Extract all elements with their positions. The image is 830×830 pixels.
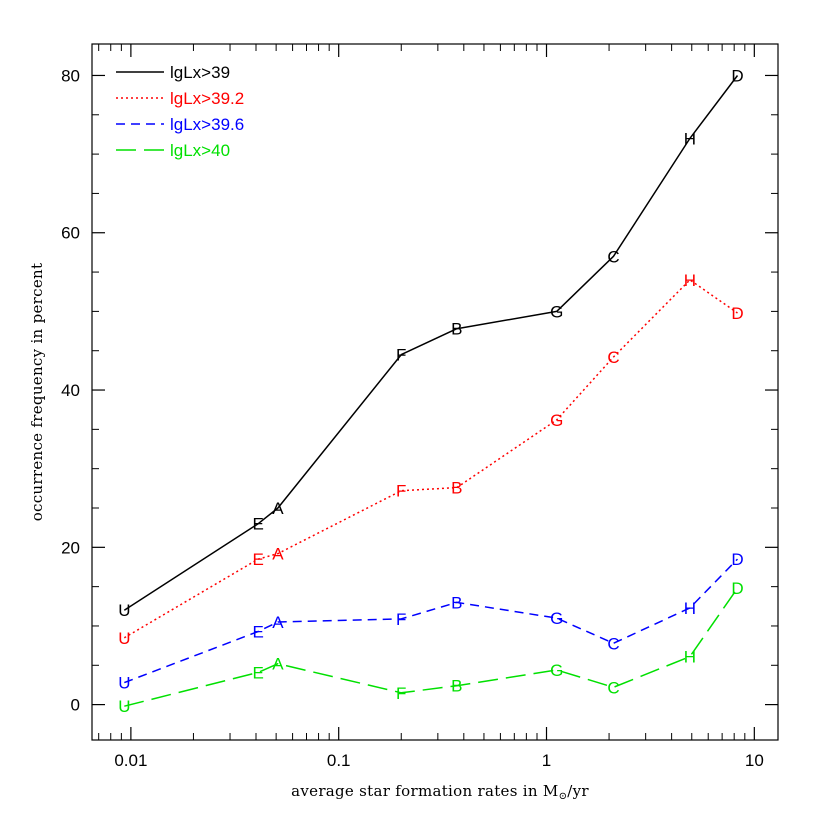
data-point-G: G: [550, 411, 563, 430]
data-point-G: G: [550, 661, 563, 680]
y-tick-label: 40: [61, 381, 80, 400]
data-point-U: U: [118, 697, 130, 716]
data-point-E: E: [253, 515, 264, 534]
data-point-B: B: [451, 593, 462, 612]
y-tick-label: 80: [61, 66, 80, 85]
plot-frame: [91, 43, 779, 741]
data-point-B: B: [451, 320, 462, 339]
series-line: [123, 279, 738, 639]
data-point-F: F: [396, 610, 406, 629]
data-point-H: H: [684, 271, 696, 290]
x-tick-label: 10: [745, 751, 764, 770]
x-axis-title-subscript: ⊙: [559, 791, 568, 802]
data-point-A: A: [272, 545, 284, 564]
data-point-U: U: [118, 601, 130, 620]
series-line: [123, 75, 739, 611]
x-tick-label: 1: [542, 751, 551, 770]
data-point-U: U: [118, 629, 130, 648]
data-point-U: U: [118, 674, 130, 693]
minor-ticks: [92, 44, 778, 740]
data-point-D: D: [731, 579, 743, 598]
legend: lgLx>39 lgLx>39.2 lgLx>39.6 lgLx>40: [116, 63, 244, 160]
data-point-E: E: [253, 550, 264, 569]
y-tick-label: 20: [61, 538, 80, 557]
data-point-E: E: [253, 622, 264, 641]
y-tick-label: 0: [71, 696, 80, 715]
data-point-G: G: [550, 302, 563, 321]
data-point-F: F: [396, 482, 406, 501]
data-point-B: B: [451, 677, 462, 696]
x-axis-title: average star formation rates in M⊙/yr: [291, 782, 589, 802]
data-point-F: F: [396, 684, 406, 703]
data-point-H: H: [684, 129, 696, 148]
data-point-A: A: [272, 655, 284, 674]
legend-label-2: lgLx>39.2: [170, 89, 244, 108]
y-axis-title: occurrence frequency in percent: [28, 263, 46, 522]
data-point-D: D: [731, 304, 743, 323]
data-point-C: C: [607, 348, 619, 367]
data-point-C: C: [607, 634, 619, 653]
data-point-C: C: [607, 247, 619, 266]
data-point-F: F: [396, 346, 406, 365]
y-tick-label: 60: [61, 224, 80, 243]
x-axis: 0.01 0.1 1 10: [114, 44, 764, 770]
x-tick-label: 0.1: [327, 751, 351, 770]
x-tick-label: 0.01: [114, 751, 147, 770]
series-line: [124, 558, 739, 684]
series-line: [124, 587, 739, 707]
legend-label-4: lgLx>40: [170, 141, 230, 160]
data-point-H: H: [684, 599, 696, 618]
legend-label-1: lgLx>39: [170, 63, 230, 82]
data-point-C: C: [607, 678, 619, 697]
x-axis-title-suffix: /yr: [567, 782, 589, 800]
data-point-H: H: [684, 648, 696, 667]
legend-label-3: lgLx>39.6: [170, 115, 244, 134]
data-point-B: B: [451, 479, 462, 498]
data-point-D: D: [731, 550, 743, 569]
data-point-A: A: [272, 613, 284, 632]
data-point-A: A: [272, 499, 284, 518]
data-point-E: E: [253, 663, 264, 682]
data-point-D: D: [731, 66, 743, 85]
data-point-G: G: [550, 609, 563, 628]
y-axis: 0 20 40 60 80: [61, 66, 778, 715]
